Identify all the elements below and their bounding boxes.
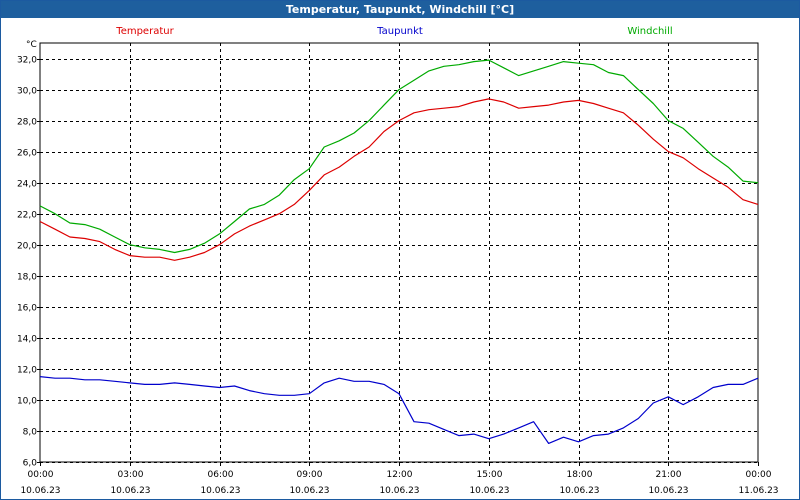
chart-title: Temperatur, Taupunkt, Windchill [°C] [1,1,799,18]
y-tick-label: 20,0 [17,242,37,252]
y-tick-label: 18,0 [17,273,37,283]
x-tick-time: 06:00 [208,470,234,480]
y-tick-label: 24,0 [17,180,37,190]
series-layer [39,59,759,444]
y-tick-label: 32,0 [17,56,37,66]
legend-item-taupunkt: Taupunkt [376,26,423,37]
y-tick-label: 14,0 [17,335,37,345]
y-tick-label: 30,0 [17,87,37,97]
x-tick-time: 12:00 [387,470,413,480]
x-tick-time: 18:00 [567,470,593,480]
x-tick-time: 00:00 [28,470,54,480]
x-tick-date: 10.06.23 [200,486,240,496]
legend: Temperatur Taupunkt Windchill [115,26,672,37]
x-tick-date: 11.06.23 [738,486,778,496]
y-tick-label: 26,0 [17,149,37,159]
y-tick-label: 8,0 [23,428,38,438]
x-tick-date: 10.06.23 [379,486,419,496]
x-tick-date: 10.06.23 [20,486,60,496]
axis-layer: 32,0 30,0 28,0 26,0 24,0 22,0 20,0 18,0 16,0 14,0… [17,40,779,496]
y-tick-label: 12,0 [17,366,37,376]
legend-item-temperatur: Temperatur [115,26,174,37]
grid-layer [39,42,759,463]
y-tick-label: 10,0 [17,397,37,407]
x-tick-date: 10.06.23 [648,486,688,496]
y-tick-label: 6,0 [23,459,38,469]
legend-item-windchill: Windchill [627,26,672,37]
y-tick-label: 28,0 [17,118,37,128]
y-tick-label: 22,0 [17,211,37,221]
x-tick-date: 10.06.23 [469,486,509,496]
y-axis-label: °C [26,40,37,50]
series-line-windchill [39,59,759,254]
x-tick-date: 10.06.23 [289,486,329,496]
y-tick-label: 16,0 [17,304,37,314]
x-tick-time: 15:00 [477,470,503,480]
x-tick-time: 00:00 [746,470,772,480]
x-tick-time: 21:00 [656,470,682,480]
x-tick-time: 03:00 [118,470,144,480]
x-tick-date: 10.06.23 [559,486,599,496]
series-line-temperatur [39,98,759,261]
x-tick-time: 09:00 [297,470,323,480]
series-line-taupunkt [39,376,759,444]
x-tick-date: 10.06.23 [110,486,150,496]
